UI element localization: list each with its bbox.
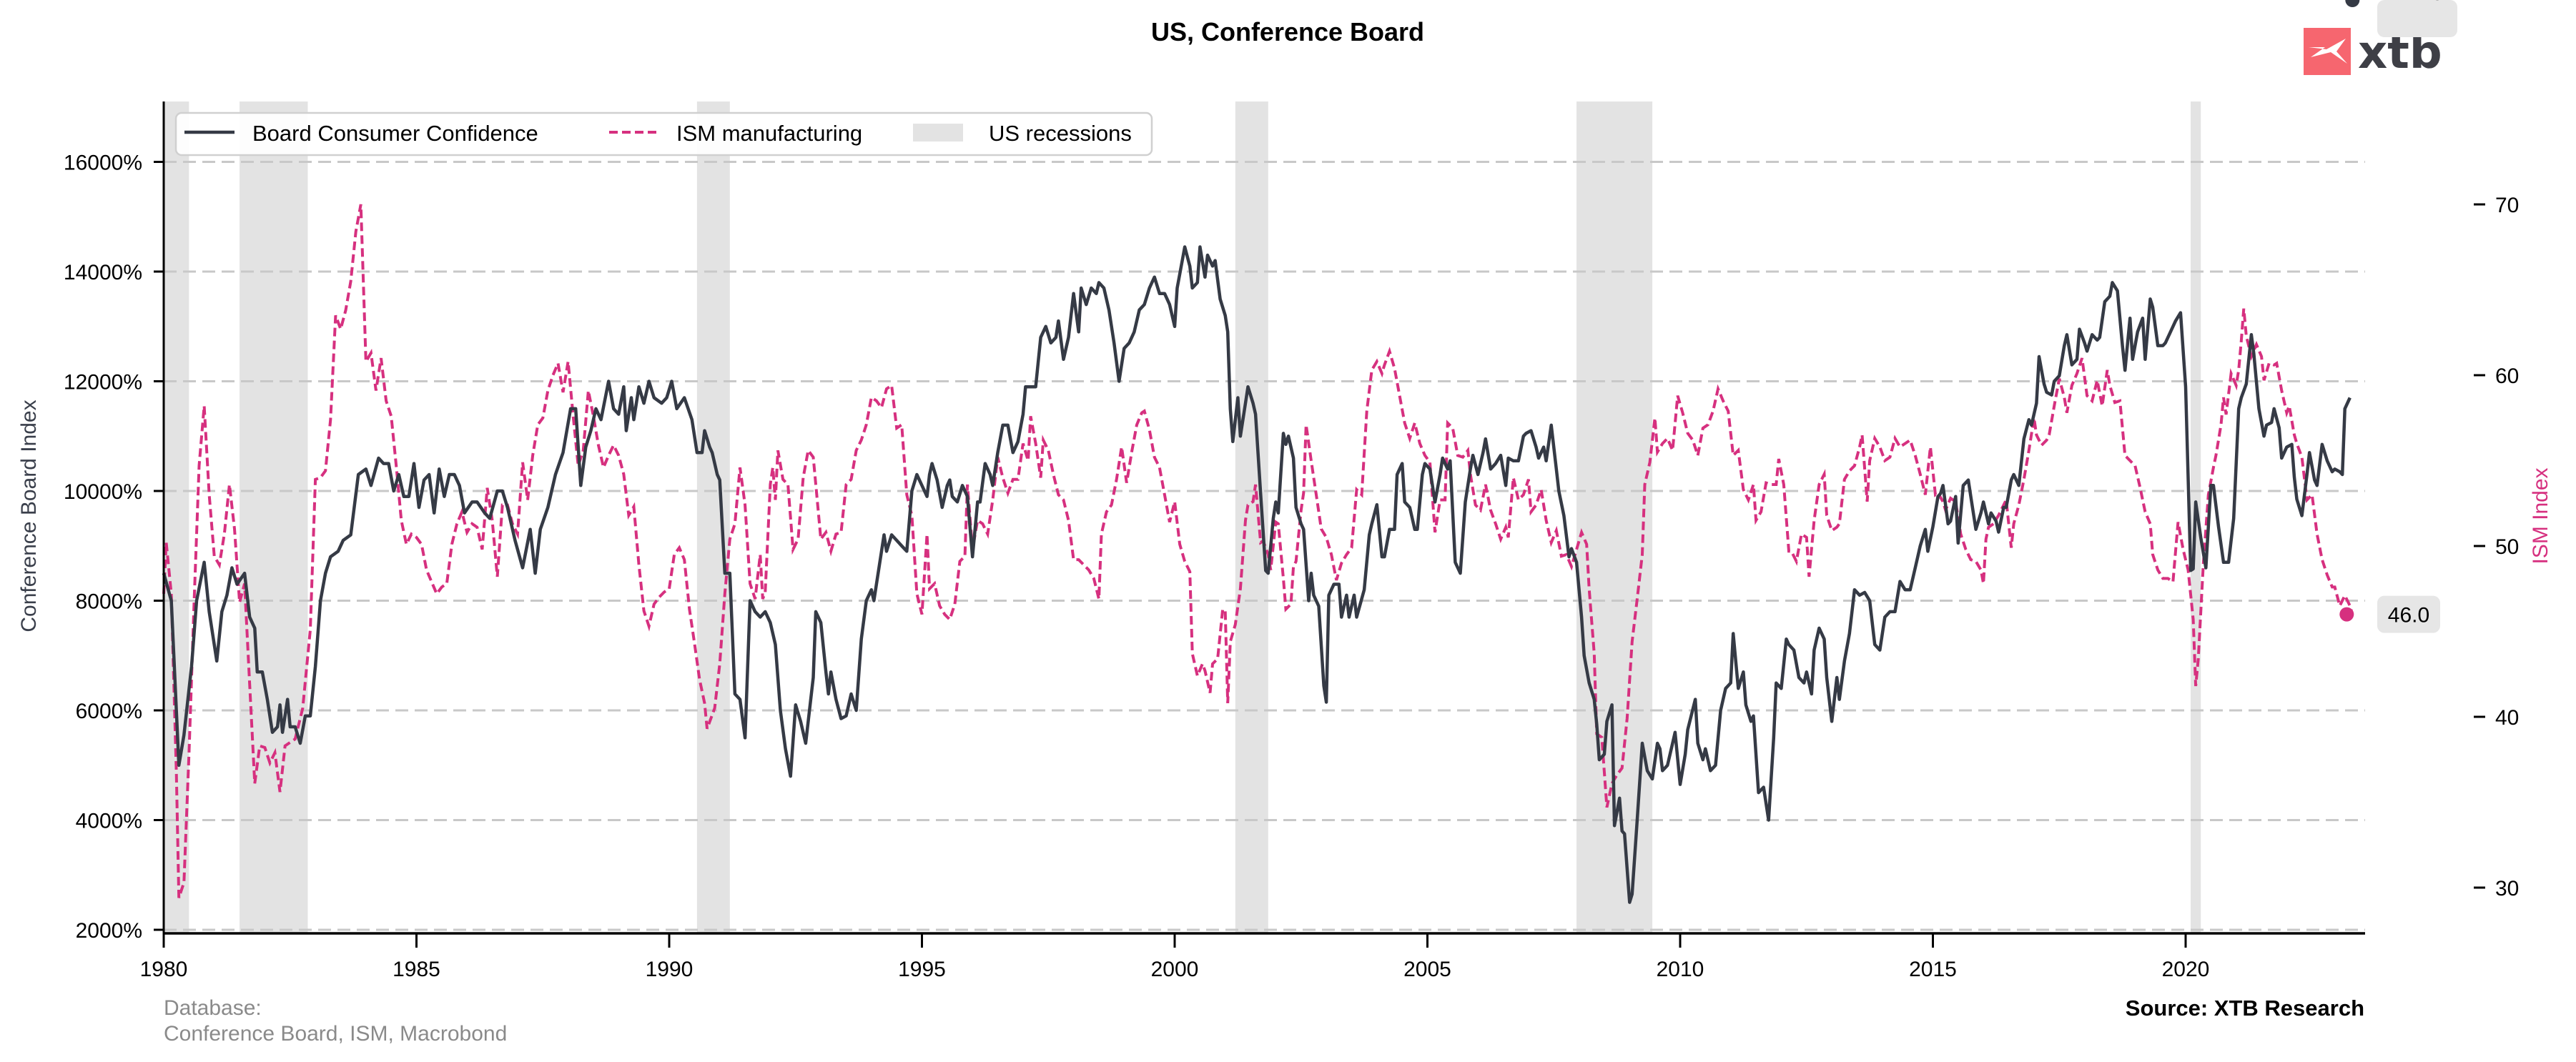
x-axis-ticks: 1980 1985 1990 1995 2000 2005 2010 2015 2020 [140, 933, 2210, 981]
legend-shaded-band-icon [913, 124, 963, 142]
right-axis-label: ISM Index [2529, 467, 2552, 564]
x-tick-label: 1980 [140, 958, 188, 981]
left-axis-label: Conference Board Index [17, 400, 41, 632]
left-tick-label: 6000% [76, 700, 142, 723]
gridlines [164, 161, 2365, 931]
x-tick-label: 1995 [898, 958, 946, 981]
legend-item-cci[interactable]: Board Consumer Confidence [184, 121, 538, 146]
left-tick-label: 12000% [64, 371, 142, 394]
end-markers: 117.0 46.0 [2339, 0, 2457, 633]
left-tick-label: 2000% [76, 919, 142, 943]
legend: Board Consumer Confidence ISM manufactur… [174, 111, 1153, 157]
chart-title: US, Conference Board [1151, 17, 1424, 46]
left-axis-ticks: 2000% 4000% 6000% 8000% 10000% 12000% 14000% 16… [64, 152, 164, 943]
recession-band [164, 101, 189, 933]
left-tick-label: 16000% [64, 152, 142, 175]
right-tick-label: 30 [2495, 877, 2519, 900]
ism-manufacturing-line [162, 204, 2354, 898]
x-tick-label: 2000 [1151, 958, 1199, 981]
x-tick-label: 1985 [393, 958, 440, 981]
right-tick-label: 60 [2495, 364, 2519, 388]
footer-database-label: Database: [164, 996, 262, 1020]
right-tick-label: 40 [2495, 706, 2519, 730]
x-tick-label: 2005 [1403, 958, 1451, 981]
cci-end-label: 117.0 [2392, 0, 2444, 5]
right-tick-label: 50 [2495, 535, 2519, 559]
consumer-confidence-line [162, 245, 2352, 904]
legend-item-recessions[interactable]: US recessions [913, 121, 1132, 146]
legend-frame [174, 111, 1153, 157]
legend-label-ism: ISM manufacturing [676, 121, 862, 146]
right-tick-label: 70 [2495, 194, 2519, 217]
footer-database-sources: Conference Board, ISM, Macrobond [164, 1022, 507, 1046]
cci-end-label-box [2377, 0, 2457, 37]
x-tick-label: 1990 [646, 958, 694, 981]
recession-band [240, 101, 308, 933]
right-axis-ticks: 30 40 50 60 70 [2474, 194, 2519, 900]
ism-end-label-box [2377, 595, 2440, 633]
x-tick-label: 2020 [2162, 958, 2210, 981]
recession-band [696, 101, 730, 933]
recession-bands [164, 101, 2201, 933]
footer-source: Source: XTB Research [2126, 996, 2364, 1021]
x-tick-label: 2010 [1657, 958, 1704, 981]
ism-end-marker [2339, 607, 2354, 622]
legend-label-recessions: US recessions [989, 121, 1132, 146]
left-tick-label: 8000% [76, 590, 142, 614]
legend-label-cci: Board Consumer Confidence [252, 121, 538, 146]
left-tick-label: 14000% [64, 261, 142, 284]
xtb-logo: xtb [2304, 26, 2442, 79]
left-tick-label: 10000% [64, 480, 142, 504]
logo-x-glyph-icon [2309, 39, 2347, 64]
legend-item-ism[interactable]: ISM manufacturing [609, 121, 862, 146]
ism-end-label: 46.0 [2388, 604, 2429, 627]
left-tick-label: 4000% [76, 810, 142, 833]
cci-end-marker [2345, 0, 2360, 7]
x-tick-label: 2015 [1909, 958, 1957, 981]
